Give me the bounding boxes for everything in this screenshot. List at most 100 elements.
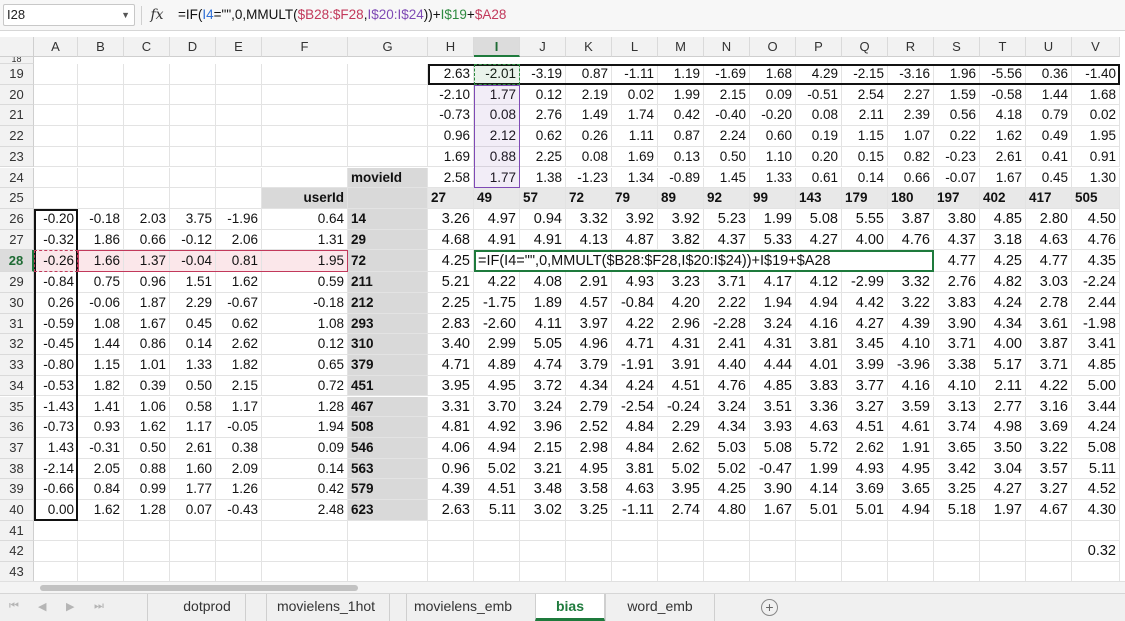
cell-p35[interactable]: 3.36 bbox=[796, 396, 842, 418]
cell-k25[interactable]: 72 bbox=[566, 188, 612, 209]
cell-p21[interactable]: 0.08 bbox=[796, 105, 842, 127]
cell-q37[interactable]: 2.62 bbox=[842, 437, 888, 459]
cell-n26[interactable]: 5.23 bbox=[704, 208, 750, 230]
cell-s41[interactable] bbox=[934, 520, 980, 542]
cell-m25[interactable]: 89 bbox=[658, 188, 704, 209]
cell-d19[interactable] bbox=[170, 64, 216, 85]
cell-u22[interactable]: 0.49 bbox=[1026, 126, 1072, 147]
cell-l23[interactable]: 1.69 bbox=[612, 146, 658, 168]
column-header-e[interactable]: E bbox=[216, 37, 262, 57]
cell-f30[interactable]: -0.18 bbox=[262, 293, 348, 314]
cell-d37[interactable]: 2.61 bbox=[170, 437, 216, 459]
cell-r20[interactable]: 2.27 bbox=[888, 84, 934, 106]
cell-t38[interactable]: 3.04 bbox=[980, 458, 1026, 480]
cell-t29[interactable]: 4.82 bbox=[980, 272, 1026, 293]
cell-r23[interactable]: 0.82 bbox=[888, 146, 934, 168]
cell-o27[interactable]: 5.33 bbox=[750, 229, 796, 251]
column-header-m[interactable]: M bbox=[658, 37, 704, 57]
cell-f31[interactable]: 1.08 bbox=[262, 313, 348, 335]
cell-s40[interactable]: 5.18 bbox=[934, 500, 980, 521]
cell-f33[interactable]: 0.65 bbox=[262, 355, 348, 376]
cell-c41[interactable] bbox=[124, 520, 170, 542]
cell-b40[interactable]: 1.62 bbox=[78, 500, 124, 521]
cell-v29[interactable]: -2.24 bbox=[1072, 272, 1120, 293]
cell-u25[interactable]: 417 bbox=[1026, 188, 1072, 209]
cell-s21[interactable]: 0.56 bbox=[934, 105, 980, 127]
cell-u43[interactable] bbox=[1026, 562, 1072, 581]
cell-a31[interactable]: -0.59 bbox=[34, 313, 78, 335]
cell-l35[interactable]: -2.54 bbox=[612, 396, 658, 418]
cell-r35[interactable]: 3.59 bbox=[888, 396, 934, 418]
cell-q20[interactable]: 2.54 bbox=[842, 84, 888, 106]
cell-h35[interactable]: 3.31 bbox=[428, 396, 474, 418]
cell-a26[interactable]: -0.20 bbox=[34, 208, 78, 230]
cell-b22[interactable] bbox=[78, 126, 124, 147]
cell-c35[interactable]: 1.06 bbox=[124, 396, 170, 418]
cell-s30[interactable]: 3.83 bbox=[934, 293, 980, 314]
cell-t20[interactable]: -0.58 bbox=[980, 84, 1026, 106]
cell-t41[interactable] bbox=[980, 520, 1026, 542]
cell-o34[interactable]: 4.85 bbox=[750, 375, 796, 397]
cell-i40[interactable]: 5.11 bbox=[474, 500, 520, 521]
cell-a33[interactable]: -0.80 bbox=[34, 355, 78, 376]
cell-o25[interactable]: 99 bbox=[750, 188, 796, 209]
select-all-corner[interactable] bbox=[0, 37, 34, 57]
cell-f36[interactable]: 1.94 bbox=[262, 417, 348, 438]
cell-a22[interactable] bbox=[34, 126, 78, 147]
cell-b25[interactable] bbox=[78, 188, 124, 209]
row-header[interactable]: 21 bbox=[0, 105, 34, 127]
cell-d28[interactable]: -0.04 bbox=[170, 250, 216, 273]
cell-h30[interactable]: 2.25 bbox=[428, 293, 474, 314]
cell-a35[interactable]: -1.43 bbox=[34, 396, 78, 418]
cell-d43[interactable] bbox=[170, 562, 216, 581]
cell-p29[interactable]: 4.12 bbox=[796, 272, 842, 293]
cell-n20[interactable]: 2.15 bbox=[704, 84, 750, 106]
cell-k34[interactable]: 4.34 bbox=[566, 375, 612, 397]
cell-r30[interactable]: 3.22 bbox=[888, 293, 934, 314]
cell-l37[interactable]: 4.84 bbox=[612, 437, 658, 459]
cell-b23[interactable] bbox=[78, 146, 124, 168]
cell-i43[interactable] bbox=[474, 562, 520, 581]
cell-e34[interactable]: 2.15 bbox=[216, 375, 262, 397]
cell-m37[interactable]: 2.62 bbox=[658, 437, 704, 459]
cell-m39[interactable]: 3.95 bbox=[658, 479, 704, 500]
horizontal-scrollbar[interactable] bbox=[0, 581, 1125, 593]
cell-editor[interactable]: =IF(I4="",0,MMULT($B28:$F28,I$20:I$24))+… bbox=[474, 250, 934, 273]
cell-t22[interactable]: 1.62 bbox=[980, 126, 1026, 147]
cell-q39[interactable]: 3.69 bbox=[842, 479, 888, 500]
cell-e41[interactable] bbox=[216, 520, 262, 542]
cell-v27[interactable]: 4.76 bbox=[1072, 229, 1120, 251]
cell-o40[interactable]: 1.67 bbox=[750, 500, 796, 521]
cell-o29[interactable]: 4.17 bbox=[750, 272, 796, 293]
cell-c31[interactable]: 1.67 bbox=[124, 313, 170, 335]
row-header[interactable]: 40 bbox=[0, 500, 34, 521]
cell-l21[interactable]: 1.74 bbox=[612, 105, 658, 127]
cell-t42[interactable] bbox=[980, 541, 1026, 563]
cell-k21[interactable]: 1.49 bbox=[566, 105, 612, 127]
cell-s20[interactable]: 1.59 bbox=[934, 84, 980, 106]
cell-r22[interactable]: 1.07 bbox=[888, 126, 934, 147]
cell-e33[interactable]: 1.82 bbox=[216, 355, 262, 376]
cell-r39[interactable]: 3.65 bbox=[888, 479, 934, 500]
cell-g38[interactable]: 563 bbox=[348, 458, 428, 480]
cell-k24[interactable]: -1.23 bbox=[566, 167, 612, 189]
cell-d41[interactable] bbox=[170, 520, 216, 542]
cell-r42[interactable] bbox=[888, 541, 934, 563]
cell-c32[interactable]: 0.86 bbox=[124, 334, 170, 356]
cell-t25[interactable]: 402 bbox=[980, 188, 1026, 209]
cell-q21[interactable]: 2.11 bbox=[842, 105, 888, 127]
cell-i22[interactable]: 2.12 bbox=[474, 126, 520, 147]
cell-m27[interactable]: 3.82 bbox=[658, 229, 704, 251]
cell-c21[interactable] bbox=[124, 105, 170, 127]
cell-s28[interactable]: 4.77 bbox=[934, 250, 980, 273]
cell-b24[interactable] bbox=[78, 167, 124, 189]
cell-q22[interactable]: 1.15 bbox=[842, 126, 888, 147]
cell-s24[interactable]: -0.07 bbox=[934, 167, 980, 189]
cell-f19[interactable] bbox=[262, 64, 348, 85]
column-header-p[interactable]: P bbox=[796, 37, 842, 57]
cell-u37[interactable]: 3.22 bbox=[1026, 437, 1072, 459]
cell-h20[interactable]: -2.10 bbox=[428, 84, 474, 106]
cell-c34[interactable]: 0.39 bbox=[124, 375, 170, 397]
cell-k30[interactable]: 4.57 bbox=[566, 293, 612, 314]
sheet-tab-bias[interactable]: bias bbox=[535, 594, 605, 621]
